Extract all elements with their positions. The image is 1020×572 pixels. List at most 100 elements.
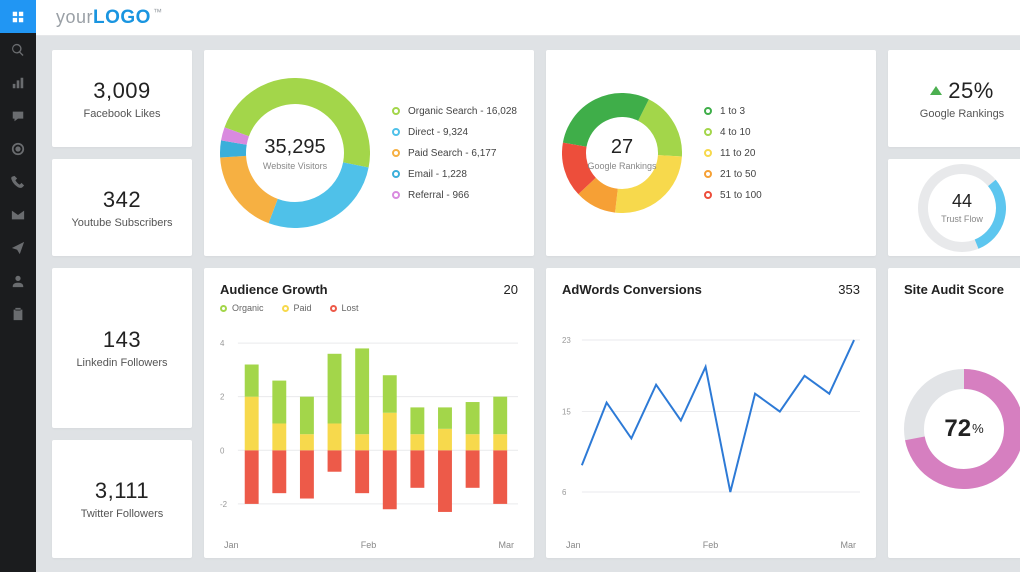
target-icon[interactable] [0, 132, 36, 165]
audience-growth-legend: Organic Paid Lost [220, 303, 518, 313]
legend-item: 51 to 100 [704, 190, 762, 201]
facebook-likes-value: 3,009 [93, 78, 151, 104]
legend-bullet-icon [330, 305, 337, 312]
site-audit-donut: 72% [904, 369, 1020, 489]
twitter-followers-value: 3,111 [95, 478, 149, 504]
logo-tm: ™ [153, 7, 162, 17]
legend-item: Organic Search - 16,028 [392, 106, 517, 117]
legend-bullet-icon [392, 170, 400, 178]
clipboard-icon[interactable] [0, 297, 36, 330]
linkedin-followers-value: 143 [103, 327, 141, 353]
twitter-followers-card[interactable]: 3,111 Twitter Followers [52, 440, 192, 558]
svg-text:6: 6 [562, 488, 567, 497]
mail-icon[interactable] [0, 198, 36, 231]
legend-bullet-icon [704, 128, 712, 136]
legend-text: Paid [294, 303, 312, 313]
audience-growth-metric: 20 [504, 282, 518, 297]
google-rankings-donut-card[interactable]: 27 Google Rankings 1 to 3 4 to 10 11 to 20… [546, 50, 876, 256]
website-visitors-card[interactable]: 35,295 Website Visitors Organic Search -… [204, 50, 534, 256]
legend-item: Paid Search - 6,177 [392, 148, 517, 159]
legend-text: 4 to 10 [720, 127, 751, 138]
svg-text:2: 2 [220, 393, 225, 402]
bar-chart-icon[interactable] [0, 66, 36, 99]
visitors-label: Website Visitors [263, 161, 327, 171]
visitors-donut-center: 35,295 Website Visitors [220, 78, 370, 228]
user-icon[interactable] [0, 264, 36, 297]
legend-item: 1 to 3 [704, 106, 762, 117]
svg-text:4: 4 [220, 339, 225, 348]
rankings-value: 25% [948, 78, 994, 104]
legend-item: Organic [220, 303, 264, 313]
visitors-value: 35,295 [264, 136, 325, 159]
main-area: yourLOGO™ 3,009 Facebook Likes 342 Youtu… [36, 0, 1020, 572]
legend-bullet-icon [704, 107, 712, 115]
google-rankings-stat-card[interactable]: 25% Google Rankings [888, 50, 1020, 147]
dashboard-grid: 3,009 Facebook Likes 342 Youtube Subscri… [36, 36, 1020, 572]
legend-text: 11 to 20 [720, 148, 755, 159]
trust-flow-label: Trust Flow [941, 214, 983, 224]
audience-growth-card[interactable]: Audience Growth 20 OrganicPaidLost 420-2… [204, 268, 534, 558]
svg-text:23: 23 [562, 336, 571, 345]
legend-bullet-icon [392, 128, 400, 136]
site-audit-card[interactable]: Site Audit Score 72% [888, 268, 1020, 558]
legend-bullet-icon [392, 107, 400, 115]
legend-text: Lost [342, 303, 359, 313]
dashboard-icon[interactable] [0, 0, 36, 33]
visitors-legend: Organic Search - 16,028 Direct - 9,324 Pai… [392, 106, 517, 201]
rankings-donut-value: 27 [611, 136, 633, 159]
legend-item: Email - 1,228 [392, 169, 517, 180]
youtube-subs-label: Youtube Subscribers [71, 217, 172, 229]
legend-bullet-icon [220, 305, 227, 312]
svg-text:-2: -2 [220, 500, 228, 509]
search-icon[interactable] [0, 33, 36, 66]
rankings-donut-center: 27 Google Rankings [562, 93, 682, 213]
audience-growth-chart: 4 2 0 -2 [220, 317, 518, 538]
adwords-chart: 23156 [562, 303, 860, 538]
logo-main: LOGO [93, 7, 151, 28]
x-label: Feb [703, 540, 719, 550]
x-label: Jan [224, 540, 239, 550]
legend-text: 21 to 50 [720, 169, 756, 180]
x-label: Mar [499, 540, 515, 550]
legend-item: Direct - 9,324 [392, 127, 517, 138]
site-audit-suffix: % [972, 421, 984, 436]
x-label: Mar [841, 540, 857, 550]
twitter-followers-label: Twitter Followers [81, 508, 164, 520]
trust-flow-card[interactable]: 44 Trust Flow [888, 159, 1020, 256]
youtube-subs-card[interactable]: 342 Youtube Subscribers [52, 159, 192, 256]
legend-bullet-icon [282, 305, 289, 312]
site-audit-value: 72 [944, 415, 971, 443]
linkedin-followers-card[interactable]: 143 Linkedin Followers [52, 268, 192, 428]
legend-item: Referral - 966 [392, 190, 517, 201]
logo-prefix: your [56, 7, 93, 27]
legend-bullet-icon [704, 149, 712, 157]
legend-item: 21 to 50 [704, 169, 762, 180]
audience-growth-title: Audience Growth [220, 282, 328, 297]
legend-text: 51 to 100 [720, 190, 762, 201]
phone-icon[interactable] [0, 165, 36, 198]
audience-growth-xaxis: Jan Feb Mar [220, 540, 518, 550]
site-audit-title: Site Audit Score [904, 282, 1004, 297]
trend-up-icon [930, 86, 942, 95]
legend-text: Organic [232, 303, 264, 313]
adwords-conversions-card[interactable]: AdWords Conversions 353 23156 JanFebMar [546, 268, 876, 558]
svg-text:0: 0 [220, 446, 225, 455]
legend-bullet-icon [392, 191, 400, 199]
chat-icon[interactable] [0, 99, 36, 132]
logo: yourLOGO™ [56, 7, 162, 29]
legend-item: 11 to 20 [704, 148, 762, 159]
legend-text: 1 to 3 [720, 106, 745, 117]
x-label: Jan [566, 540, 581, 550]
send-icon[interactable] [0, 231, 36, 264]
trust-flow-value: 44 [952, 191, 972, 212]
rankings-trend: 25% [930, 78, 994, 104]
x-label: Feb [361, 540, 377, 550]
legend-text: Email - 1,228 [408, 169, 467, 180]
rankings-donut: 27 Google Rankings [562, 93, 682, 213]
rankings-donut-label: Google Rankings [587, 161, 656, 171]
youtube-subs-value: 342 [103, 187, 141, 213]
legend-text: Paid Search - 6,177 [408, 148, 496, 159]
facebook-likes-card[interactable]: 3,009 Facebook Likes [52, 50, 192, 147]
sidebar [0, 0, 36, 572]
facebook-likes-label: Facebook Likes [83, 108, 160, 120]
